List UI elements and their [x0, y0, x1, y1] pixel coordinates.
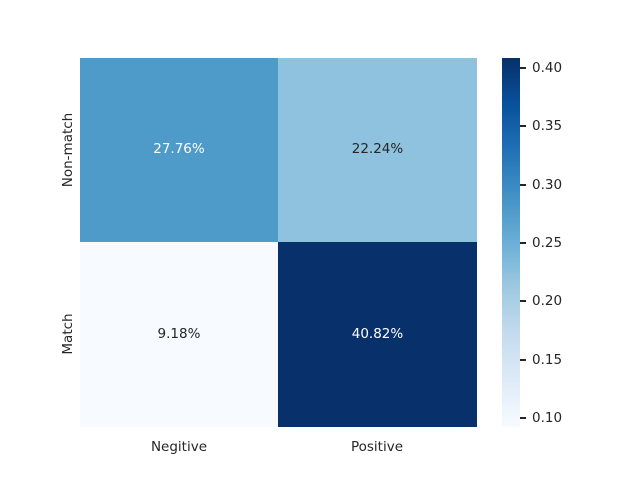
y-tick-label-match: Match — [60, 313, 76, 355]
colorbar-tick-label: 0.40 — [532, 60, 563, 76]
colorbar-tick-label: 0.10 — [532, 410, 563, 426]
colorbar-tick — [520, 417, 526, 419]
heatmap-grid: 27.76% 22.24% 9.18% 40.82% — [80, 58, 477, 427]
cell-value-label: 27.76% — [153, 141, 205, 158]
y-tick-label-non-match: Non-match — [60, 112, 76, 188]
x-tick-label-positive: Positive — [350, 439, 404, 455]
colorbar-tick-label: 0.20 — [532, 293, 563, 309]
colorbar-tick — [520, 184, 526, 186]
colorbar-tick-label: 0.30 — [532, 177, 563, 193]
colorbar-tick — [520, 125, 526, 127]
colorbar-tick — [520, 300, 526, 302]
heatmap-cell-nonmatch-positive: 22.24% — [278, 58, 477, 242]
colorbar-tick-label: 0.25 — [532, 235, 563, 251]
colorbar-tick — [520, 67, 526, 69]
heatmap-cell-match-negitive: 9.18% — [80, 242, 278, 427]
colorbar-tick — [520, 242, 526, 244]
cell-value-label: 9.18% — [157, 325, 201, 342]
colorbar-gradient — [502, 58, 520, 427]
cell-value-label: 40.82% — [351, 325, 404, 342]
x-tick-label-negitive: Negitive — [150, 439, 208, 455]
cell-value-label: 22.24% — [351, 141, 404, 158]
colorbar-tick-label: 0.35 — [532, 118, 563, 134]
heatmap-cell-nonmatch-negitive: 27.76% — [80, 58, 278, 242]
colorbar-tick — [520, 359, 526, 361]
colorbar-tick-label: 0.15 — [532, 352, 563, 368]
heatmap-cell-match-positive: 40.82% — [278, 242, 477, 427]
